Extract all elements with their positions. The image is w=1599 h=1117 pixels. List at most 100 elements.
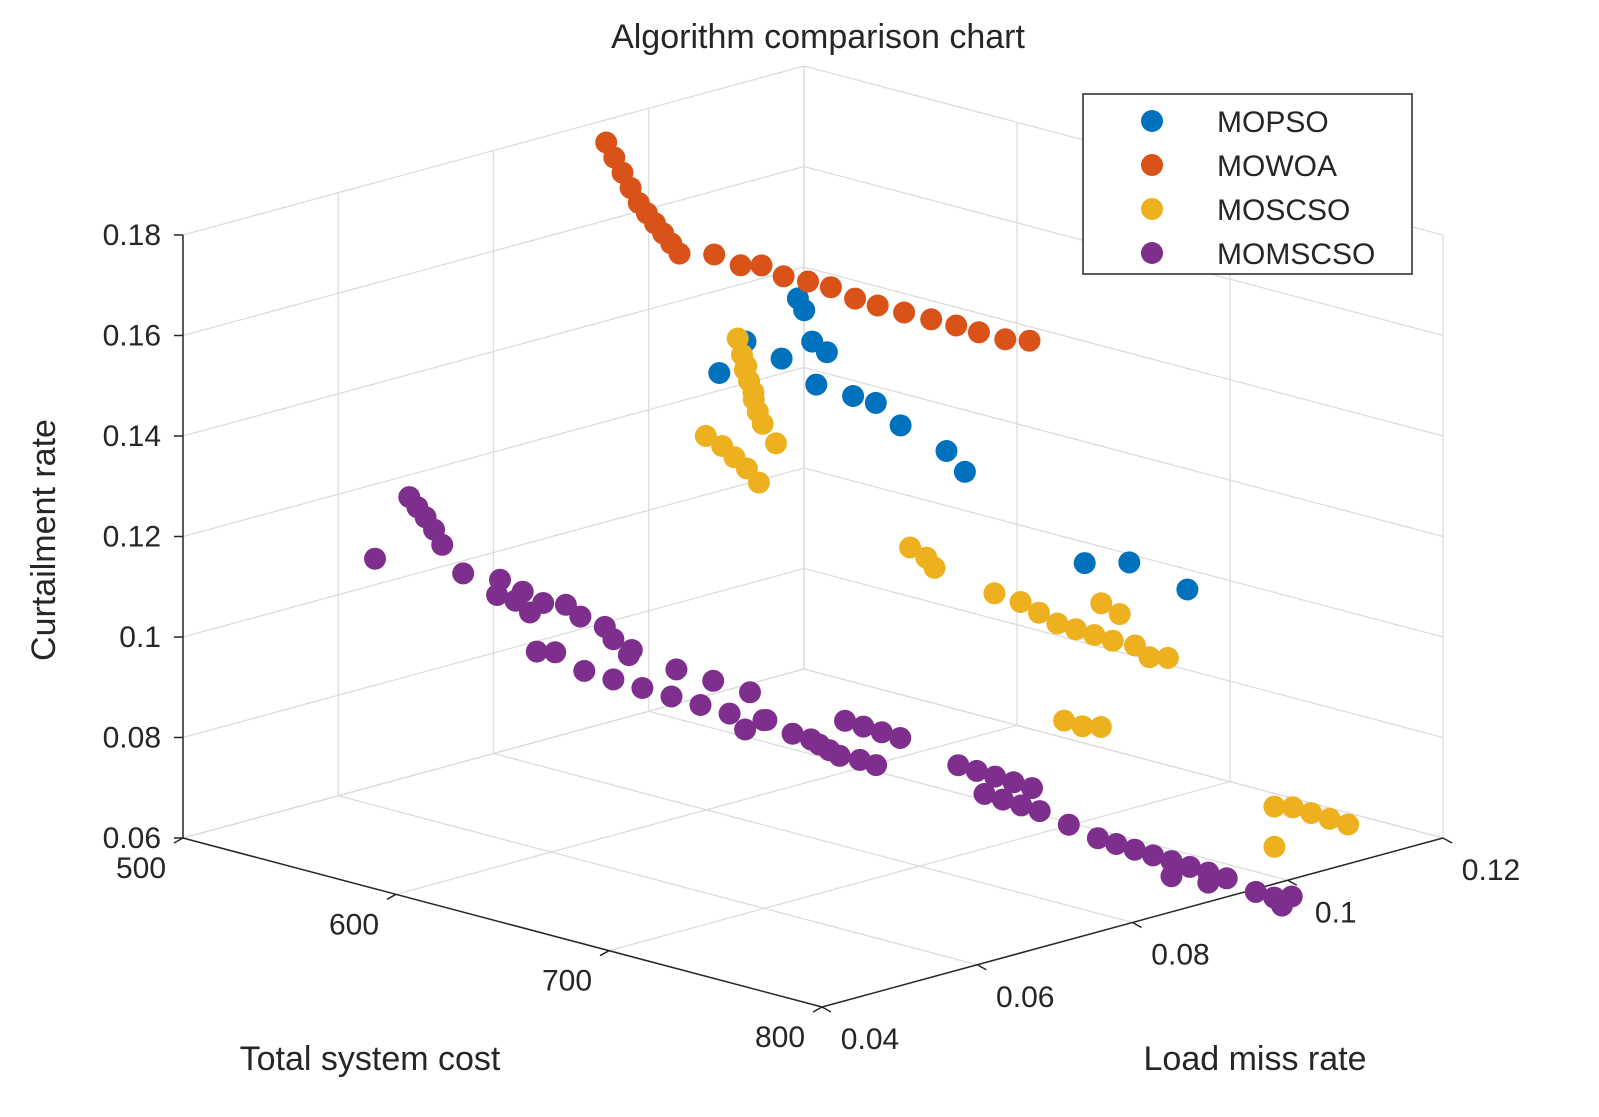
data-point-momscso (1215, 867, 1238, 890)
data-point-momscso (452, 562, 475, 585)
data-point-moscso (1300, 802, 1323, 825)
data-point-momscso (431, 533, 454, 556)
data-point-momscso (973, 782, 996, 805)
data-point-momscso (1244, 880, 1267, 903)
data-point-moscso (1090, 592, 1113, 615)
data-point-moscso (751, 412, 774, 435)
data-point-momscso (1160, 865, 1183, 888)
back-wall-grid-line (803, 668, 1444, 839)
data-point-mopso (935, 440, 958, 462)
back-wall-grid-line (803, 467, 1444, 638)
left-wall-grid-line (182, 266, 805, 437)
data-point-mopso (1176, 578, 1199, 601)
data-point-momscso (834, 709, 856, 732)
data-point-momscso (1086, 827, 1109, 850)
left-wall-grid-line (182, 567, 805, 739)
data-point-moscso (694, 424, 717, 447)
data-point-mopso (708, 362, 731, 384)
data-point-momscso (718, 702, 741, 725)
floor-grid-line (493, 752, 1133, 924)
y-tick-mark (1132, 921, 1142, 929)
data-point-moscso (1089, 716, 1112, 738)
data-point-mowoa (703, 243, 726, 266)
data-point-momscso (865, 754, 888, 777)
x-tick-label: 600 (329, 908, 379, 941)
data-point-moscso (1108, 603, 1131, 626)
floor-grid-line (338, 795, 978, 966)
y-tick-label: 0.1 (1315, 896, 1357, 929)
data-point-mowoa (668, 242, 691, 265)
grid-lines (182, 65, 1444, 1008)
x-tick-label: 800 (755, 1021, 805, 1054)
data-point-momscso (486, 584, 509, 606)
legend-box (1082, 93, 1413, 275)
data-point-moscso (1263, 835, 1286, 858)
data-point-mopso (815, 341, 838, 364)
x-tick-mark (386, 893, 397, 900)
data-point-momscso (828, 744, 851, 767)
data-point-momscso (1057, 813, 1080, 836)
data-point-moscso (765, 432, 787, 455)
data-point-momscso (991, 788, 1014, 811)
data-point-momscso (665, 658, 688, 681)
data-point-momscso (602, 668, 625, 691)
y-axis-title: Load miss rate (1144, 1040, 1367, 1078)
data-point-mopso (793, 299, 816, 322)
data-point-mopso (770, 347, 793, 370)
y-tick-mark (1287, 879, 1298, 886)
x-tick-mark (812, 1006, 823, 1013)
data-point-moscso (1138, 646, 1161, 669)
data-point-momscso (702, 669, 725, 692)
legend-label: MOPSO (1217, 106, 1329, 139)
z-tick-label: 0.08 (103, 722, 161, 755)
data-point-momscso (569, 605, 592, 628)
x-tick-mark (599, 950, 610, 957)
data-point-momscso (617, 644, 640, 667)
data-point-momscso (984, 765, 1007, 788)
data-point-mowoa (866, 294, 889, 317)
series-momscso (364, 486, 1303, 917)
data-point-momscso (739, 681, 761, 704)
data-point-momscso (689, 694, 712, 716)
data-point-momscso (734, 718, 757, 741)
data-point-mopso (889, 414, 912, 437)
data-point-momscso (965, 759, 988, 782)
data-point-momscso (1197, 871, 1220, 894)
chart-title: Algorithm comparison chart (611, 18, 1025, 56)
x-tick-mark (173, 837, 184, 844)
data-point-momscso (1178, 855, 1201, 878)
data-point-momscso (1021, 777, 1043, 800)
series-mowoa (595, 131, 1041, 352)
x-axis-line (182, 837, 823, 1008)
back-wall-grid-line (803, 567, 1444, 739)
data-point-mowoa (819, 276, 842, 299)
z-tick-label: 0.06 (103, 822, 161, 855)
data-point-momscso (947, 754, 970, 777)
data-point-moscso (1318, 807, 1341, 830)
legend: MOPSO MOWOA MOSCSO MOMSCSO (1082, 93, 1413, 275)
z-tick-label: 0.1 (119, 621, 161, 654)
data-point-mowoa (920, 308, 943, 331)
x-axis-title: Total system cost (240, 1040, 501, 1078)
left-wall-grid-line (182, 165, 805, 337)
data-point-momscso (1105, 833, 1128, 855)
data-point-mowoa (893, 301, 916, 324)
data-point-momscso (573, 659, 596, 682)
data-point-momscso (1002, 771, 1025, 794)
data-point-mopso (953, 460, 976, 483)
legend-label: MOSCSO (1217, 194, 1350, 227)
data-point-moscso (899, 536, 922, 559)
left-wall-grid-line (182, 65, 805, 236)
data-point-momscso (544, 641, 567, 664)
data-point-moscso (1028, 601, 1050, 624)
data-point-momscso (1123, 838, 1146, 861)
data-point-mowoa (967, 321, 990, 344)
data-point-moscso (1337, 813, 1360, 836)
y-tick-label: 0.06 (996, 981, 1054, 1014)
data-point-moscso (1263, 795, 1286, 818)
floor-grid-line (648, 710, 1288, 881)
legend-marker (1141, 198, 1163, 220)
legend-label: MOMSCSO (1217, 238, 1375, 271)
data-point-mowoa (844, 287, 867, 310)
